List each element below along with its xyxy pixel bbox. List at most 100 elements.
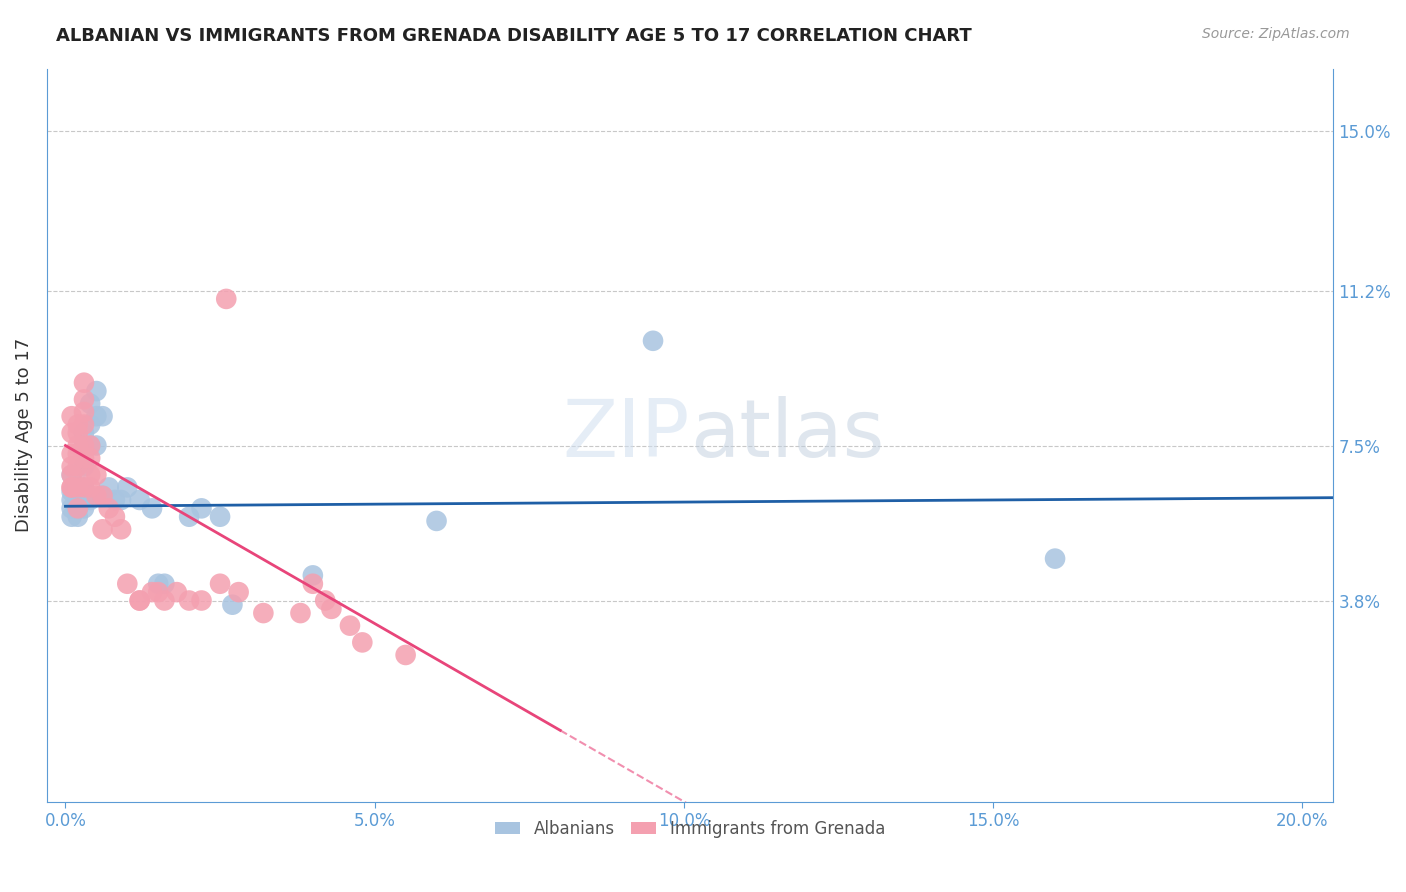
Point [73, 480, 96, 494]
Point [66, 480, 89, 494]
Text: Source: ZipAtlas.com: Source: ZipAtlas.com [1202, 27, 1350, 41]
Point [86, 409, 108, 424]
Point [104, 493, 127, 508]
Point [60, 484, 83, 499]
Point [128, 593, 150, 607]
Point [86, 489, 108, 503]
Point [86, 438, 108, 452]
Point [73, 501, 96, 516]
Point [60, 447, 83, 461]
Point [73, 438, 96, 452]
Point [141, 501, 163, 516]
Point [97, 501, 120, 516]
Point [79, 493, 101, 508]
Point [66, 417, 89, 432]
Point [302, 568, 325, 582]
Point [73, 451, 96, 466]
Point [60, 467, 83, 482]
Point [66, 459, 89, 474]
Point [60, 480, 83, 494]
Point [128, 493, 150, 508]
Point [190, 501, 212, 516]
Point [66, 484, 89, 499]
Point [79, 417, 101, 432]
Point [110, 522, 132, 536]
Point [209, 509, 232, 524]
Point [117, 480, 139, 494]
Point [290, 606, 312, 620]
Text: ALBANIAN VS IMMIGRANTS FROM GRENADA DISABILITY AGE 5 TO 17 CORRELATION CHART: ALBANIAN VS IMMIGRANTS FROM GRENADA DISA… [56, 27, 972, 45]
Point [117, 576, 139, 591]
Point [60, 493, 83, 508]
Point [221, 598, 243, 612]
Point [166, 585, 188, 599]
Point [66, 501, 89, 516]
Point [153, 593, 176, 607]
Point [60, 501, 83, 516]
Point [148, 576, 170, 591]
Point [91, 409, 114, 424]
Point [339, 618, 361, 632]
Point [91, 522, 114, 536]
Point [79, 438, 101, 452]
Point [91, 489, 114, 503]
Point [314, 593, 336, 607]
Point [66, 493, 89, 508]
Point [60, 425, 83, 440]
Point [97, 480, 120, 494]
Point [60, 467, 83, 482]
Point [79, 397, 101, 411]
Point [66, 438, 89, 452]
Point [641, 334, 664, 348]
Point [60, 409, 83, 424]
Point [215, 292, 238, 306]
Point [104, 509, 127, 524]
Point [73, 417, 96, 432]
Point [352, 635, 374, 649]
Point [79, 438, 101, 452]
Point [66, 501, 89, 516]
Point [209, 576, 232, 591]
Point [79, 480, 101, 494]
Text: atlas: atlas [690, 396, 884, 474]
Point [73, 405, 96, 419]
Point [1043, 551, 1066, 566]
Point [73, 480, 96, 494]
Point [73, 376, 96, 390]
Point [91, 489, 114, 503]
Point [86, 467, 108, 482]
Y-axis label: Disability Age 5 to 17: Disability Age 5 to 17 [15, 338, 32, 533]
Point [394, 648, 416, 662]
Point [66, 501, 89, 516]
Text: ZIP: ZIP [562, 396, 690, 474]
Point [425, 514, 447, 528]
Point [153, 576, 176, 591]
Point [79, 467, 101, 482]
Point [190, 593, 212, 607]
Point [321, 602, 343, 616]
Point [148, 585, 170, 599]
Point [73, 392, 96, 407]
Point [79, 451, 101, 466]
Point [141, 585, 163, 599]
Point [60, 459, 83, 474]
Point [302, 576, 325, 591]
Point [252, 606, 274, 620]
Point [128, 593, 150, 607]
Point [179, 509, 201, 524]
Point [66, 425, 89, 440]
Point [73, 438, 96, 452]
Point [73, 493, 96, 508]
Point [66, 480, 89, 494]
Point [73, 425, 96, 440]
Point [228, 585, 250, 599]
Point [86, 384, 108, 398]
Point [66, 447, 89, 461]
Point [179, 593, 201, 607]
Point [73, 459, 96, 474]
Legend: Albanians, Immigrants from Grenada: Albanians, Immigrants from Grenada [488, 814, 891, 845]
Point [60, 480, 83, 494]
Point [66, 509, 89, 524]
Point [110, 493, 132, 508]
Point [60, 509, 83, 524]
